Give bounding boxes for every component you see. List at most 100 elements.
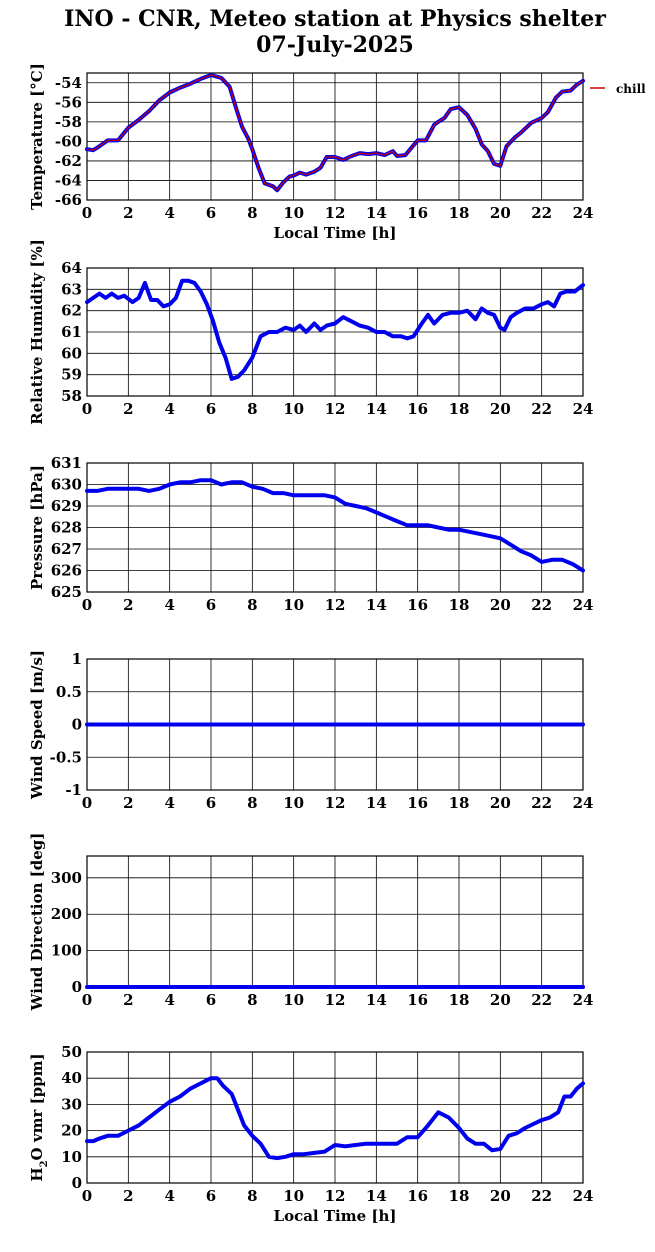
pressure-xtick-label: 18 — [449, 596, 470, 614]
h2o-vmr-ytick-label: 30 — [61, 1095, 82, 1113]
h2o-vmr-frame — [86, 1051, 584, 1184]
wind-direction-ytick-label: 0 — [72, 978, 82, 996]
wind-direction-ytick-label: 100 — [51, 942, 82, 960]
h2o-vmr-xtick-label: 18 — [449, 1187, 470, 1205]
humidity-xtick-label: 0 — [82, 400, 92, 418]
h2o-vmr-xtick-label: 8 — [247, 1187, 257, 1205]
humidity-xtick-label: 6 — [206, 400, 216, 418]
h2o-vmr-xtick-label: 22 — [531, 1187, 552, 1205]
temperature-xtick-label: 8 — [247, 204, 257, 222]
wind-direction-xtick-label: 10 — [283, 991, 304, 1009]
temperature-frame — [86, 72, 584, 201]
wind-direction-xtick-label: 22 — [531, 991, 552, 1009]
wind-speed-xtick-label: 4 — [164, 794, 174, 812]
legend-label: chill — [616, 82, 646, 96]
temperature-ylabel: Temperature [°C] — [28, 63, 46, 210]
pressure-xtick-label: 4 — [164, 596, 174, 614]
h2o-vmr-xtick-label: 20 — [490, 1187, 511, 1205]
humidity-ylabel: Relative Humidity [%] — [28, 239, 46, 425]
humidity-xtick-label: 2 — [123, 400, 133, 418]
pressure-xtick-label: 14 — [366, 596, 387, 614]
wind-direction-ytick-label: 200 — [51, 905, 82, 923]
temperature-ytick-label: -54 — [55, 74, 82, 92]
wind-direction-xtick-label: 0 — [82, 991, 92, 1009]
pressure-xtick-label: 0 — [82, 596, 92, 614]
wind-direction-xtick-label: 12 — [325, 991, 346, 1009]
humidity-xtick-label: 22 — [531, 400, 552, 418]
pressure-frame — [86, 462, 584, 593]
temperature-xtick-label: 12 — [325, 204, 346, 222]
wind-speed-ytick-label: -0.5 — [50, 748, 82, 766]
wind-direction-xtick-label: 8 — [247, 991, 257, 1009]
humidity-series-line — [85, 278, 585, 381]
h2o-vmr-xtick-label: 0 — [82, 1187, 92, 1205]
temperature-xtick-label: 22 — [531, 204, 552, 222]
h2o-vmr-xtick-label: 12 — [325, 1187, 346, 1205]
wind-speed-xtick-label: 10 — [283, 794, 304, 812]
humidity-xtick-label: 18 — [449, 400, 470, 418]
pressure-xtick-label: 22 — [531, 596, 552, 614]
wind-speed-ytick-label: 1 — [72, 650, 82, 668]
h2o-vmr-xtick-label: 2 — [123, 1187, 133, 1205]
humidity-ytick-label: 62 — [61, 302, 82, 320]
humidity-xtick-label: 16 — [407, 400, 428, 418]
humidity-frame — [86, 267, 584, 397]
pressure-xtick-label: 20 — [490, 596, 511, 614]
pressure-chart: 0 2 4 6 8 10 12 14 16 18 20 22 246256266276286296306… — [28, 454, 593, 614]
wind-speed-xtick-label: 22 — [531, 794, 552, 812]
pressure-xtick-label: 6 — [206, 596, 216, 614]
pressure-ytick-label: 628 — [51, 519, 82, 537]
humidity-xtick-label: 14 — [366, 400, 387, 418]
wind-direction-xtick-label: 20 — [490, 991, 511, 1009]
pressure-xtick-label: 12 — [325, 596, 346, 614]
pressure-xtick-label: 16 — [407, 596, 428, 614]
temperature-chill-line — [86, 74, 584, 191]
temperature-ytick-label: -60 — [55, 132, 82, 150]
humidity-ytick-label: 63 — [61, 280, 82, 298]
humidity-ytick-label: 64 — [61, 259, 82, 277]
page-date: 07-July-2025 — [256, 32, 414, 58]
wind-direction-ylabel: Wind Direction [deg] — [28, 833, 46, 1012]
wind-direction-ytick-label: 300 — [51, 869, 82, 887]
pressure-ylabel: Pressure [hPa] — [28, 465, 46, 590]
temperature-xtick-label: 6 — [206, 204, 216, 222]
temperature-ytick-label: -64 — [55, 171, 82, 189]
wind-speed-xtick-label: 14 — [366, 794, 387, 812]
wind-speed-xtick-label: 8 — [247, 794, 257, 812]
humidity-xtick-label: 12 — [325, 400, 346, 418]
wind-speed-ylabel: Wind Speed [m/s] — [28, 650, 46, 800]
h2o-vmr-xtick-label: 4 — [164, 1187, 174, 1205]
h2o-vmr-xtick-label: 14 — [366, 1187, 387, 1205]
h2o-vmr-ylabel: H2O vmr [ppm] — [28, 1053, 50, 1181]
temperature-xtick-label: 0 — [82, 204, 92, 222]
temperature-ytick-label: -62 — [55, 152, 82, 170]
temperature-xtick-label: 24 — [573, 204, 594, 222]
h2o-vmr-ytick-label: 20 — [61, 1122, 82, 1140]
h2o-vmr-ytick-label: 40 — [61, 1069, 82, 1087]
h2o-vmr-ytick-label: 10 — [61, 1148, 82, 1166]
temperature-ytick-label: -58 — [55, 113, 82, 131]
pressure-ytick-label: 627 — [51, 540, 82, 558]
pressure-ytick-label: 630 — [51, 476, 82, 494]
pressure-xtick-label: 8 — [247, 596, 257, 614]
h2o-vmr-ytick-label: 0 — [72, 1174, 82, 1192]
temperature-xtick-label: 18 — [449, 204, 470, 222]
humidity-ytick-label: 61 — [61, 323, 82, 341]
humidity-xtick-label: 20 — [490, 400, 511, 418]
pressure-ytick-label: 625 — [51, 583, 82, 601]
page-title: INO - CNR, Meteo station at Physics shel… — [64, 6, 606, 32]
wind-speed-xtick-label: 12 — [325, 794, 346, 812]
h2o-vmr-xlabel: Local Time [h] — [274, 1207, 397, 1225]
h2o-vmr-xtick-label: 6 — [206, 1187, 216, 1205]
wind-speed-xtick-label: 6 — [206, 794, 216, 812]
temperature-xtick-label: 20 — [490, 204, 511, 222]
h2o-vmr-xtick-label: 16 — [407, 1187, 428, 1205]
wind-speed-ytick-label: -1 — [65, 781, 82, 799]
wind-speed-ytick-label: 0 — [72, 716, 82, 734]
wind-speed-xtick-label: 16 — [407, 794, 428, 812]
